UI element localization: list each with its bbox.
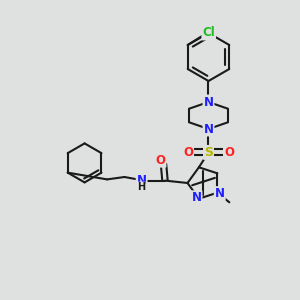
Text: S: S bbox=[204, 146, 213, 159]
Text: N: N bbox=[203, 95, 214, 109]
Text: N: N bbox=[215, 187, 225, 200]
Text: N: N bbox=[191, 191, 202, 204]
Text: Cl: Cl bbox=[202, 26, 215, 40]
Text: O: O bbox=[155, 154, 166, 167]
Text: H: H bbox=[137, 182, 145, 192]
Text: O: O bbox=[183, 146, 193, 159]
Text: N: N bbox=[136, 173, 147, 187]
Text: N: N bbox=[203, 122, 214, 136]
Text: O: O bbox=[224, 146, 234, 159]
